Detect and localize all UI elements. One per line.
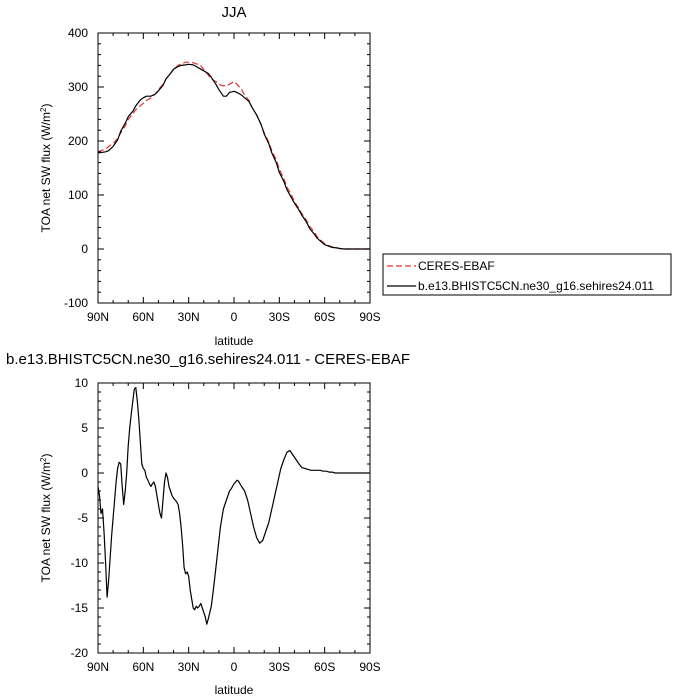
top-x-tick-label: 60S xyxy=(314,310,335,324)
top-axes-layer: 90N 60N 30N 0 30S 60S 90S -100 0 100 200 300 400 xyxy=(64,26,381,324)
bottom-axes-layer: 90N 60N 30N 0 30S 60S 90S -20 -15 -10 -5 0 5 10 xyxy=(71,376,381,674)
bottom-x-tick-label: 0 xyxy=(231,660,238,674)
top-x-tick-label: 90S xyxy=(359,310,380,324)
bottom-x-tick-label: 90S xyxy=(359,660,380,674)
bottom-y-tick-label: -15 xyxy=(71,601,89,615)
bottom-series-line-0 xyxy=(97,386,370,625)
top-x-tick-label: 90N xyxy=(87,310,109,324)
bottom-x-tick-label: 90N xyxy=(87,660,109,674)
top-x-tick-label: 0 xyxy=(231,310,238,324)
top-x-tick-label: 30S xyxy=(269,310,290,324)
top-y-tick-label: -100 xyxy=(64,296,88,310)
top-panel-title: JJA xyxy=(221,4,246,21)
bottom-y-axis-label: TOA net SW flux (W/m2) xyxy=(39,454,53,583)
bottom-y-tick-label: -20 xyxy=(71,646,89,660)
top-x-axis-label: latitude xyxy=(215,334,254,348)
bottom-series-layer xyxy=(97,386,370,625)
top-series-line-1 xyxy=(97,63,370,250)
bottom-panel-title: b.e13.BHISTC5CN.ne30_g16.sehires24.011 -… xyxy=(6,351,410,368)
top-y-axis-label: TOA net SW flux (W/m2) xyxy=(39,104,53,233)
bottom-x-axis-label: latitude xyxy=(215,683,254,697)
top-x-tick-label: 30N xyxy=(178,310,200,324)
legend: CERES-EBAF b.e13.BHISTC5CN.ne30_g16.sehi… xyxy=(382,253,672,296)
bottom-y-tick-label: 5 xyxy=(81,421,88,435)
top-x-tick-label: 60N xyxy=(132,310,154,324)
top-series-line-0 xyxy=(97,61,370,250)
top-y-tick-label: 300 xyxy=(68,80,88,94)
bottom-y-tick-label: 10 xyxy=(75,376,89,390)
top-panel: JJA 90N 60N 30N 0 30S 60S 90S -100 0 100 200 300 400… xyxy=(39,4,672,348)
legend-box xyxy=(382,253,672,296)
top-plot-frame xyxy=(97,32,371,304)
legend-label-model: b.e13.BHISTC5CN.ne30_g16.sehires24.011 xyxy=(418,279,654,293)
bottom-y-tick-label: -10 xyxy=(71,556,89,570)
bottom-panel: b.e13.BHISTC5CN.ne30_g16.sehires24.011 -… xyxy=(6,351,410,697)
top-y-tick-label: 200 xyxy=(68,134,88,148)
bottom-x-tick-label: 30S xyxy=(269,660,290,674)
top-y-tick-label: 400 xyxy=(68,26,88,40)
top-series-layer xyxy=(97,61,370,250)
top-y-tick-label: 0 xyxy=(81,242,88,256)
top-y-tick-label: 100 xyxy=(68,188,88,202)
bottom-y-tick-label: -5 xyxy=(77,511,88,525)
bottom-x-tick-label: 30N xyxy=(178,660,200,674)
bottom-y-tick-label: 0 xyxy=(81,466,88,480)
bottom-x-tick-label: 60N xyxy=(132,660,154,674)
legend-label-ceres: CERES-EBAF xyxy=(418,259,495,273)
bottom-x-tick-label: 60S xyxy=(314,660,335,674)
